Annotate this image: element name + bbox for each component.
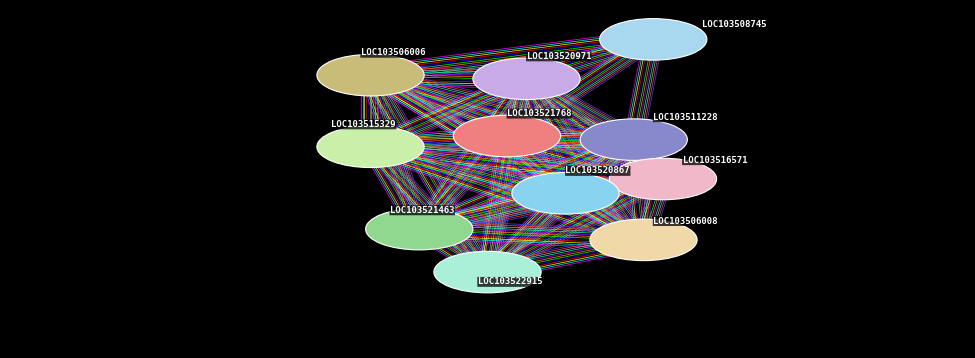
Text: LOC103521463: LOC103521463: [390, 206, 454, 215]
Ellipse shape: [317, 54, 424, 96]
Ellipse shape: [600, 19, 707, 60]
Text: LOC103522915: LOC103522915: [478, 277, 542, 286]
Ellipse shape: [580, 119, 687, 160]
Text: LOC103506006: LOC103506006: [361, 48, 425, 57]
Ellipse shape: [609, 158, 717, 200]
Ellipse shape: [590, 219, 697, 261]
Text: LOC103521768: LOC103521768: [507, 109, 571, 118]
Text: LOC103511228: LOC103511228: [653, 113, 718, 122]
Text: LOC103515329: LOC103515329: [332, 120, 396, 129]
Ellipse shape: [453, 115, 561, 157]
Ellipse shape: [317, 126, 424, 168]
Text: LOC103516571: LOC103516571: [682, 156, 747, 165]
Text: LOC103520971: LOC103520971: [526, 52, 591, 61]
Text: LOC103520867: LOC103520867: [566, 166, 630, 175]
Ellipse shape: [512, 173, 619, 214]
Ellipse shape: [473, 58, 580, 100]
Ellipse shape: [366, 208, 473, 250]
Text: LOC103506008: LOC103506008: [653, 217, 718, 226]
Ellipse shape: [434, 251, 541, 293]
Text: LOC103508745: LOC103508745: [702, 20, 766, 29]
